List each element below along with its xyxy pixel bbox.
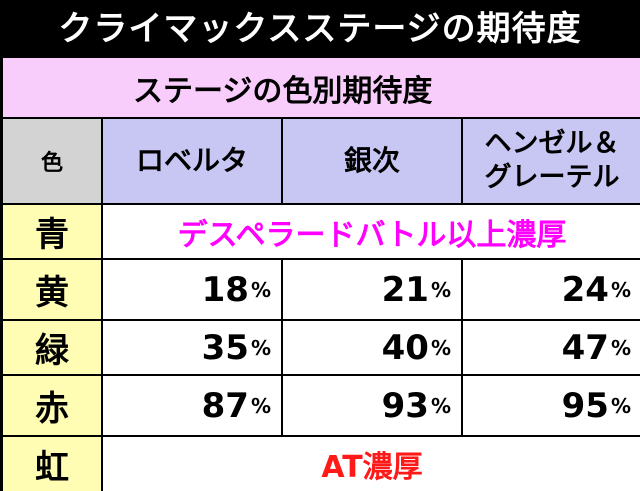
value-number: 95 — [561, 385, 609, 426]
header-roberta: ロベルタ — [103, 119, 281, 203]
value-red-ginji: 93% — [283, 376, 461, 435]
page-title: クライマックスステージの期待度 — [0, 0, 640, 58]
header-hansel-gretel-line1: ヘンゼル＆ — [484, 128, 620, 159]
value-number: 24 — [561, 269, 609, 310]
value-red-roberta: 87% — [103, 376, 281, 435]
expectation-table: ステージの色別期待度 色 ロベルタ 銀次 ヘンゼル＆ グレーテル 青 デスペラー… — [3, 58, 640, 491]
percent-sign: % — [430, 277, 451, 302]
value-number: 47 — [561, 327, 609, 368]
value-green-ginji: 40% — [283, 321, 461, 374]
value-number: 18 — [201, 269, 249, 310]
percent-sign: % — [250, 393, 271, 418]
header-ginji-label: 銀次 — [343, 144, 400, 177]
value-red-hansel-gretel: 95% — [463, 376, 640, 435]
value-number: 21 — [381, 269, 429, 310]
row-label-green: 緑 — [3, 321, 101, 374]
value-green-hansel-gretel: 47% — [463, 321, 640, 374]
value-number: 40 — [381, 327, 429, 368]
header-hansel-gretel-line2: グレーテル — [484, 162, 620, 193]
value-number: 87 — [201, 385, 249, 426]
percent-sign: % — [610, 335, 631, 360]
value-number: 93 — [381, 385, 429, 426]
value-yellow-roberta: 18% — [103, 260, 281, 319]
value-green-roberta: 35% — [103, 321, 281, 374]
percent-sign: % — [250, 277, 271, 302]
header-hansel-gretel: ヘンゼル＆ グレーテル — [463, 119, 640, 203]
row-label-yellow: 黄 — [3, 260, 101, 319]
value-yellow-ginji: 21% — [283, 260, 461, 319]
percent-sign: % — [250, 335, 271, 360]
percent-sign: % — [430, 393, 451, 418]
percent-sign: % — [610, 393, 631, 418]
row-rainbow-result: AT濃厚 — [103, 437, 640, 491]
row-label-red: 赤 — [3, 376, 101, 435]
row-blue-result: デスペラードバトル以上濃厚 — [103, 205, 640, 258]
value-number: 35 — [201, 327, 249, 368]
header-color: 色 — [3, 119, 101, 203]
header-ginji: 銀次 — [283, 119, 461, 203]
header-roberta-label: ロベルタ — [135, 144, 248, 177]
value-yellow-hansel-gretel: 24% — [463, 260, 640, 319]
row-label-rainbow: 虹 — [3, 437, 101, 491]
percent-sign: % — [610, 277, 631, 302]
row-label-blue: 青 — [3, 205, 101, 258]
table-subtitle: ステージの色別期待度 — [3, 58, 640, 117]
percent-sign: % — [430, 335, 451, 360]
